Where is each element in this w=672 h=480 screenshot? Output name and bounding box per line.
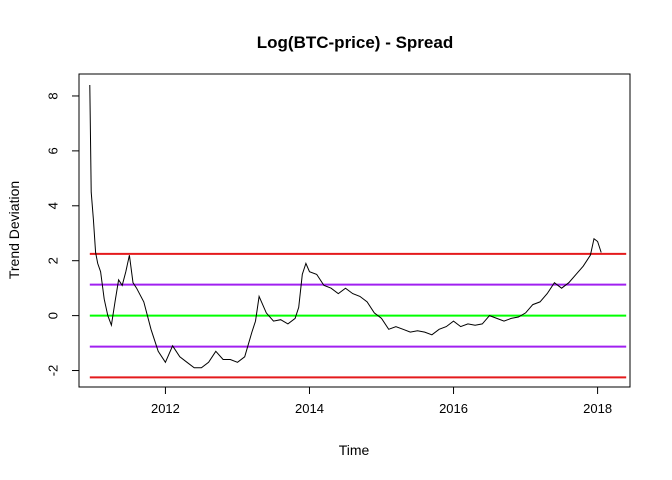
trend-deviation-line <box>89 84 602 369</box>
y-axis: -2 0 2 4 6 8 <box>46 92 80 377</box>
y-axis-title: Trend Deviation <box>6 181 22 279</box>
y-tick-label: 6 <box>46 147 61 154</box>
y-tick-label: 8 <box>46 92 61 99</box>
y-tick-label: 2 <box>46 257 61 264</box>
y-tick-label: 0 <box>46 312 61 319</box>
x-axis: 2012 2014 2016 2018 <box>151 386 612 416</box>
x-tick-label: 2018 <box>583 401 612 416</box>
chart-title: Log(BTC-price) - Spread <box>257 33 453 52</box>
x-tick-label: 2012 <box>151 401 180 416</box>
y-tick-label: -2 <box>46 365 61 377</box>
y-tick-label: 4 <box>46 202 61 209</box>
x-axis-title: Time <box>339 442 370 458</box>
data-series <box>89 84 602 369</box>
x-tick-label: 2016 <box>439 401 468 416</box>
plot-frame <box>78 73 631 388</box>
reference-lines <box>89 252 627 379</box>
x-tick-label: 2014 <box>295 401 324 416</box>
